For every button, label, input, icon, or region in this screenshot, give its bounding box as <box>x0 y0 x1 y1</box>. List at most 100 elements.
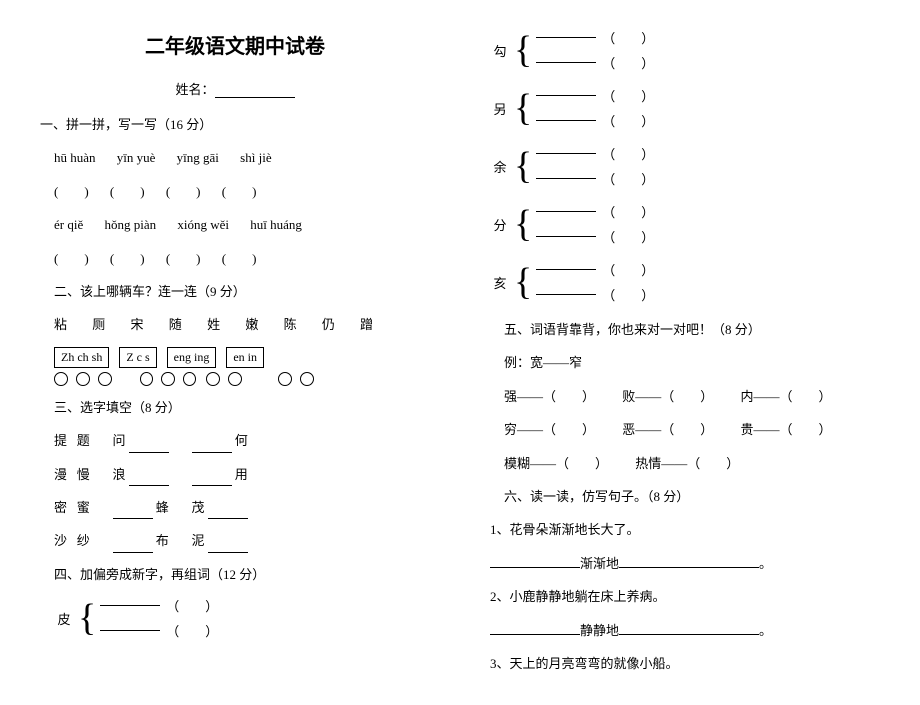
brace-icon: { <box>514 89 532 127</box>
char: 沙 <box>54 533 67 548</box>
paren: ( ) <box>222 180 257 203</box>
char: 用 <box>235 467 248 482</box>
brace-icon: { <box>514 263 532 301</box>
char: 粘 <box>54 313 67 336</box>
brace-icon: { <box>514 147 532 185</box>
blank <box>129 485 169 486</box>
q1-pinyin2: ér qiě hǒng piàn xióng wěi huī huáng <box>54 213 430 236</box>
char: 布 <box>156 533 169 548</box>
blank <box>129 452 169 453</box>
circle-icon <box>278 372 292 386</box>
q2-boxes: Zh ch sh Z c s eng ing en in <box>54 347 430 368</box>
item-text: 花骨朵渐渐地长大了。 <box>510 522 640 537</box>
brace-item: 勾 { （ ） （ ） <box>490 28 880 72</box>
circle-icon <box>98 372 112 386</box>
q4-heading: 四、加偏旁成新字，再组词（12 分） <box>54 563 430 586</box>
blank <box>536 178 596 179</box>
brace-content: （ ） （ ） <box>100 596 218 640</box>
char: 泥 <box>192 533 205 548</box>
char: 厕 <box>92 313 105 336</box>
circle-icon <box>183 372 196 386</box>
circle-icon <box>300 372 314 386</box>
blank <box>192 485 232 486</box>
pair: 恶——（ ） <box>622 418 713 441</box>
blank <box>536 294 596 295</box>
q3-row: 漫 慢 浪 用 <box>54 463 430 486</box>
char: 嫩 <box>245 313 258 336</box>
pair: 败——（ ） <box>622 385 713 408</box>
paren: ( ) <box>166 247 201 270</box>
char: 何 <box>235 433 248 448</box>
char: 浪 <box>113 467 126 482</box>
name-blank <box>215 97 295 98</box>
left-column: 二年级语文期中试卷 姓名： 一、拼一拼，写一写（16 分） hū huàn yī… <box>40 20 430 685</box>
name-line: 姓名： <box>40 79 430 98</box>
page-title: 二年级语文期中试卷 <box>40 30 430 59</box>
q1-pinyin1: hū huàn yīn yuè yīng gāi shì jiè <box>54 146 430 169</box>
blank <box>100 630 160 631</box>
brace-item: 分 { （ ） （ ） <box>490 202 880 246</box>
phonetic-box: Z c s <box>119 347 156 368</box>
pinyin: xióng wěi <box>177 213 229 236</box>
q3-heading: 三、选字填空（8 分） <box>54 396 430 419</box>
pair: 强——（ ） <box>504 385 595 408</box>
pinyin: shì jiè <box>240 146 271 169</box>
q6-item: 2、小鹿静静地躺在床上养病。 <box>490 585 880 608</box>
right-column: 勾 { （ ） （ ） 另 { （ ） （ ） 余 { （ ） （ ） 分 <box>490 20 880 685</box>
char: 姓 <box>207 313 220 336</box>
item-text: 天上的月亮弯弯的就像小船。 <box>510 656 679 671</box>
q2-circles <box>54 372 430 386</box>
pair: 穷——（ ） <box>504 418 595 441</box>
q3-row: 密 蜜 蜂 茂 <box>54 496 430 519</box>
char: 密 <box>54 500 67 515</box>
brace-content: （ ） （ ） <box>536 202 654 246</box>
char: 纱 <box>77 533 90 548</box>
brace-label: 余 <box>490 157 510 176</box>
item-text: 小鹿静静地躺在床上养病。 <box>510 589 666 604</box>
q5-row: 穷——（ ） 恶——（ ） 贵——（ ） <box>504 418 880 441</box>
q6-blank-line: 静静地。 <box>490 619 880 642</box>
brace-item: 余 { （ ） （ ） <box>490 144 880 188</box>
brace-label: 勾 <box>490 41 510 60</box>
blank <box>113 552 153 553</box>
pinyin: hū huàn <box>54 146 96 169</box>
char: 慢 <box>77 467 90 482</box>
paren: ( ) <box>110 247 145 270</box>
brace-label: 分 <box>490 215 510 234</box>
q5-example: 例：宽——窄 <box>504 351 880 374</box>
item-num: 3、 <box>490 656 510 671</box>
item-num: 2、 <box>490 589 510 604</box>
brace-label: 另 <box>490 99 510 118</box>
blank <box>192 452 232 453</box>
blank <box>619 567 759 568</box>
blank <box>208 518 248 519</box>
char: 问 <box>113 433 126 448</box>
char: 仍 <box>322 313 335 336</box>
brace-content: （ ） （ ） <box>536 144 654 188</box>
blank <box>208 552 248 553</box>
char: 茂 <box>192 500 205 515</box>
blank <box>536 37 596 38</box>
q6-blank-line: 渐渐地。 <box>490 552 880 575</box>
char: 陈 <box>284 313 297 336</box>
circle-icon <box>161 372 174 386</box>
char: 蜜 <box>77 500 90 515</box>
pinyin: ér qiě <box>54 213 83 236</box>
char: 蜂 <box>156 500 169 515</box>
q3-row: 提 题 问 何 <box>54 429 430 452</box>
q5-heading: 五、词语背靠背，你也来对一对吧！（8 分） <box>504 318 880 341</box>
q3-row: 沙 纱 布 泥 <box>54 529 430 552</box>
pinyin: yīng gāi <box>177 146 219 169</box>
q5-row: 强——（ ） 败——（ ） 内——（ ） <box>504 385 880 408</box>
q2-chars: 粘 厕 宋 随 姓 嫩 陈 仍 蹭 <box>54 313 430 336</box>
pinyin: yīn yuè <box>117 146 156 169</box>
q1-parens2: ( ) ( ) ( ) ( ) <box>54 247 430 270</box>
brace-item: 亥 { （ ） （ ） <box>490 260 880 304</box>
blank <box>100 605 160 606</box>
q1-parens1: ( ) ( ) ( ) ( ) <box>54 180 430 203</box>
blank <box>490 567 580 568</box>
char: 宋 <box>131 313 144 336</box>
phonetic-box: eng ing <box>167 347 217 368</box>
blank <box>536 211 596 212</box>
q6-item: 3、天上的月亮弯弯的就像小船。 <box>490 652 880 675</box>
